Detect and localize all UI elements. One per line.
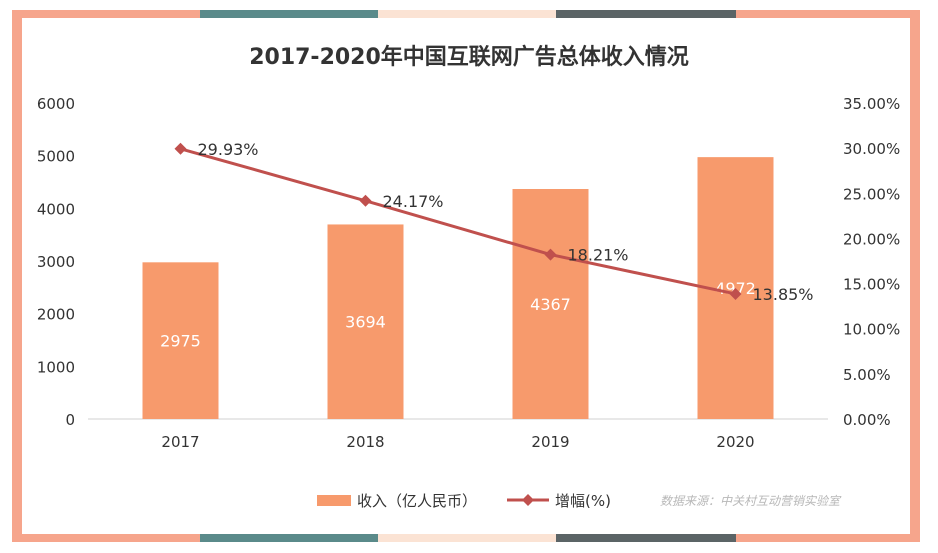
bar-value-label: 2975	[160, 332, 201, 351]
frame-accent-top-peach	[378, 10, 556, 18]
x-tick-label: 2017	[161, 433, 199, 451]
growth-marker	[729, 287, 742, 300]
growth-value-label: 24.17%	[383, 192, 444, 211]
left-axis-tick-label: 4000	[37, 200, 75, 218]
left-axis-tick-label: 3000	[37, 253, 75, 271]
bar-2019	[512, 189, 589, 419]
growth-value-label: 29.93%	[198, 140, 259, 159]
left-axis-tick-label: 2000	[37, 306, 75, 324]
growth-marker	[174, 142, 187, 155]
x-tick-label: 2020	[716, 433, 754, 451]
frame-accent-top-teal	[200, 10, 378, 18]
legend-bar-label: 收入（亿人民币）	[357, 492, 477, 510]
right-axis-tick-label: 5.00%	[843, 366, 891, 384]
frame-accent-top-dark	[556, 10, 736, 18]
left-axis-tick-label: 5000	[37, 148, 75, 166]
frame-accent-bottom-peach	[378, 534, 556, 542]
right-axis-tick-label: 10.00%	[843, 321, 900, 339]
x-tick-label: 2019	[531, 433, 569, 451]
bar-labels-group: 2975369443674972	[160, 279, 756, 351]
bar-2018	[327, 224, 404, 419]
right-axis-tick-label: 30.00%	[843, 140, 900, 158]
bar-2017	[142, 262, 219, 419]
legend-line-marker	[522, 494, 534, 506]
bar-value-label: 3694	[345, 313, 386, 332]
left-axis: 0 1000 2000 3000 4000 5000 6000	[37, 95, 75, 429]
legend: 收入（亿人民币） 增幅(%)	[317, 492, 611, 510]
frame-accent-bottom-dark	[556, 534, 736, 542]
left-axis-tick-label: 0	[65, 411, 75, 429]
growth-marker	[544, 248, 557, 261]
right-axis: 0.00% 5.00% 10.00% 15.00% 20.00% 25.00% 30.00%…	[843, 95, 900, 429]
growth-line	[180, 147, 736, 296]
right-axis-tick-label: 35.00%	[843, 95, 900, 113]
growth-marker	[359, 194, 372, 207]
bars-group	[142, 157, 774, 419]
right-axis-tick-label: 25.00%	[843, 185, 900, 203]
right-axis-tick-label: 15.00%	[843, 276, 900, 294]
chart-title: 2017-2020年中国互联网广告总体收入情况	[249, 44, 689, 70]
frame-accent-bottom-teal	[200, 534, 378, 542]
growth-value-label: 13.85%	[753, 285, 814, 304]
source-note: 数据来源：中关村互动营销实验室	[660, 494, 842, 508]
right-axis-tick-label: 0.00%	[843, 411, 891, 429]
left-axis-tick-label: 6000	[37, 95, 75, 113]
line-series-group: 29.93% 24.17% 18.21% 13.85%	[174, 140, 814, 304]
x-tick-label: 2018	[346, 433, 384, 451]
growth-value-label: 18.21%	[568, 246, 629, 265]
left-axis-tick-label: 1000	[37, 358, 75, 376]
legend-line-label: 增幅(%)	[555, 492, 611, 510]
right-axis-tick-label: 20.00%	[843, 230, 900, 248]
legend-bar-swatch	[317, 495, 351, 506]
bar-value-label: 4367	[530, 295, 571, 314]
x-tick-labels-group: 2017 2018 2019 2020	[161, 433, 754, 451]
